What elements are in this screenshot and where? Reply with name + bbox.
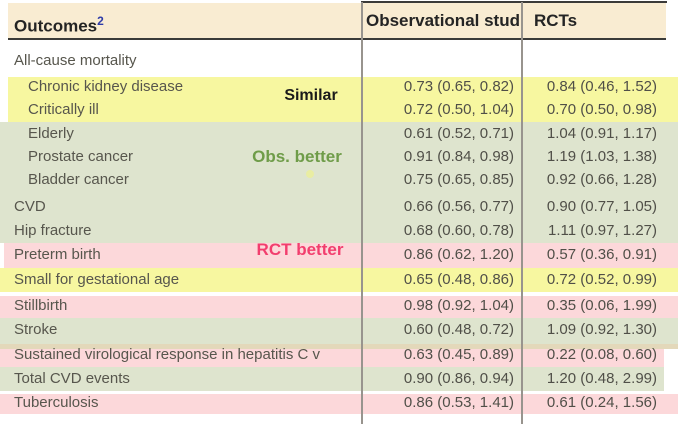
obs-value-bladder-cancer: 0.75 (0.65, 0.85) bbox=[403, 171, 514, 188]
rct-value-prostate-cancer: 1.19 (1.03, 1.38) bbox=[546, 148, 657, 165]
rct-value-stroke: 1.09 (0.92, 1.30) bbox=[546, 321, 657, 338]
obs-value-prostate-cancer: 0.91 (0.84, 0.98) bbox=[403, 148, 514, 165]
rct-value-preterm-birth: 0.57 (0.36, 0.91) bbox=[546, 246, 657, 263]
row-label-stillbirth: Stillbirth bbox=[14, 297, 68, 314]
obs-value-chronic-kidney-disease: 0.73 (0.65, 0.82) bbox=[403, 78, 514, 95]
highlight-band-rct-better-2 bbox=[0, 296, 678, 318]
annotation-obs-better: Obs. better bbox=[252, 147, 342, 166]
annotation-similar: Similar bbox=[284, 87, 338, 104]
rct-value-chronic-kidney-disease: 0.84 (0.46, 1.52) bbox=[546, 78, 657, 95]
obs-value-small-for-gestational-age: 0.65 (0.48, 0.86) bbox=[403, 271, 514, 288]
obs-value-hip-fracture: 0.68 (0.60, 0.78) bbox=[403, 222, 514, 239]
highlight-band-rct-better-1 bbox=[4, 243, 678, 268]
column-separator-1 bbox=[361, 2, 363, 424]
row-label-preterm-birth: Preterm birth bbox=[14, 246, 101, 263]
rct-value-cvd: 0.90 (0.77, 1.05) bbox=[546, 198, 657, 215]
highlight-band-obs-better-1 bbox=[0, 122, 678, 243]
highlight-band-obs-better-3 bbox=[0, 367, 664, 391]
highlight-band-rct-better-3 bbox=[0, 349, 664, 367]
rct-value-tuberculosis: 0.61 (0.24, 1.56) bbox=[546, 394, 657, 411]
outcomes-header-text: Outcomes bbox=[14, 16, 98, 36]
row-label-small-for-gestational-age: Small for gestational age bbox=[14, 271, 180, 288]
column-header-observational: Observational stud bbox=[366, 11, 520, 30]
row-label-chronic-kidney-disease: Chronic kidney disease bbox=[28, 78, 184, 95]
rct-value-small-for-gestational-age: 0.72 (0.52, 0.99) bbox=[546, 271, 657, 288]
category-row-all-cause-mortality: All-cause mortality bbox=[14, 52, 137, 69]
table-top-border bbox=[361, 1, 667, 3]
obs-value-preterm-birth: 0.86 (0.62, 1.20) bbox=[403, 246, 514, 263]
column-header-rcts: RCTs bbox=[534, 11, 578, 30]
highlight-band-obs-better-2 bbox=[0, 318, 678, 344]
row-label-sustained-virological-response: Sustained virological response in hepati… bbox=[14, 346, 320, 363]
obs-value-tuberculosis: 0.86 (0.53, 1.41) bbox=[403, 394, 514, 411]
obs-value-stillbirth: 0.98 (0.92, 1.04) bbox=[403, 297, 514, 314]
rct-value-bladder-cancer: 0.92 (0.66, 1.28) bbox=[546, 171, 657, 188]
row-label-stroke: Stroke bbox=[14, 321, 58, 338]
stray-highlight-dot bbox=[306, 170, 314, 178]
row-label-total-cvd-events: Total CVD events bbox=[14, 370, 130, 387]
obs-value-cvd: 0.66 (0.56, 0.77) bbox=[403, 198, 514, 215]
row-label-hip-fracture: Hip fracture bbox=[14, 222, 92, 239]
rct-value-hip-fracture: 1.11 (0.97, 1.27) bbox=[548, 222, 657, 239]
annotation-rct-better: RCT better bbox=[256, 240, 344, 259]
rct-value-critically-ill: 0.70 (0.50, 0.98) bbox=[546, 101, 657, 118]
column-header-outcomes: Outcomes2 bbox=[14, 10, 104, 36]
rct-value-stillbirth: 0.35 (0.06, 1.99) bbox=[546, 297, 657, 314]
highlight-band-overlap bbox=[0, 344, 678, 349]
obs-value-stroke: 0.60 (0.48, 0.72) bbox=[403, 321, 514, 338]
header-row-background bbox=[8, 3, 666, 40]
row-label-cvd: CVD bbox=[14, 198, 46, 215]
row-label-tuberculosis: Tuberculosis bbox=[14, 394, 99, 411]
obs-value-elderly: 0.61 (0.52, 0.71) bbox=[403, 125, 514, 142]
row-label-critically-ill: Critically ill bbox=[28, 101, 99, 118]
obs-value-total-cvd-events: 0.90 (0.86, 0.94) bbox=[403, 370, 514, 387]
footnote-marker: 2 bbox=[97, 14, 104, 28]
column-separator-2 bbox=[521, 2, 523, 424]
row-label-elderly: Elderly bbox=[28, 125, 74, 142]
row-label-bladder-cancer: Bladder cancer bbox=[28, 171, 129, 188]
rct-value-total-cvd-events: 1.20 (0.48, 2.99) bbox=[546, 370, 657, 387]
highlight-band-similar-1 bbox=[8, 77, 678, 122]
rct-value-elderly: 1.04 (0.91, 1.17) bbox=[546, 125, 657, 142]
row-label-prostate-cancer: Prostate cancer bbox=[28, 148, 134, 165]
highlight-band-rct-better-4 bbox=[0, 394, 678, 414]
highlight-band-similar-2 bbox=[0, 268, 678, 292]
rct-value-sustained-virological-response: 0.22 (0.08, 0.60) bbox=[546, 346, 657, 363]
obs-value-sustained-virological-response: 0.63 (0.45, 0.89) bbox=[403, 346, 514, 363]
obs-value-critically-ill: 0.72 (0.50, 1.04) bbox=[403, 101, 514, 118]
